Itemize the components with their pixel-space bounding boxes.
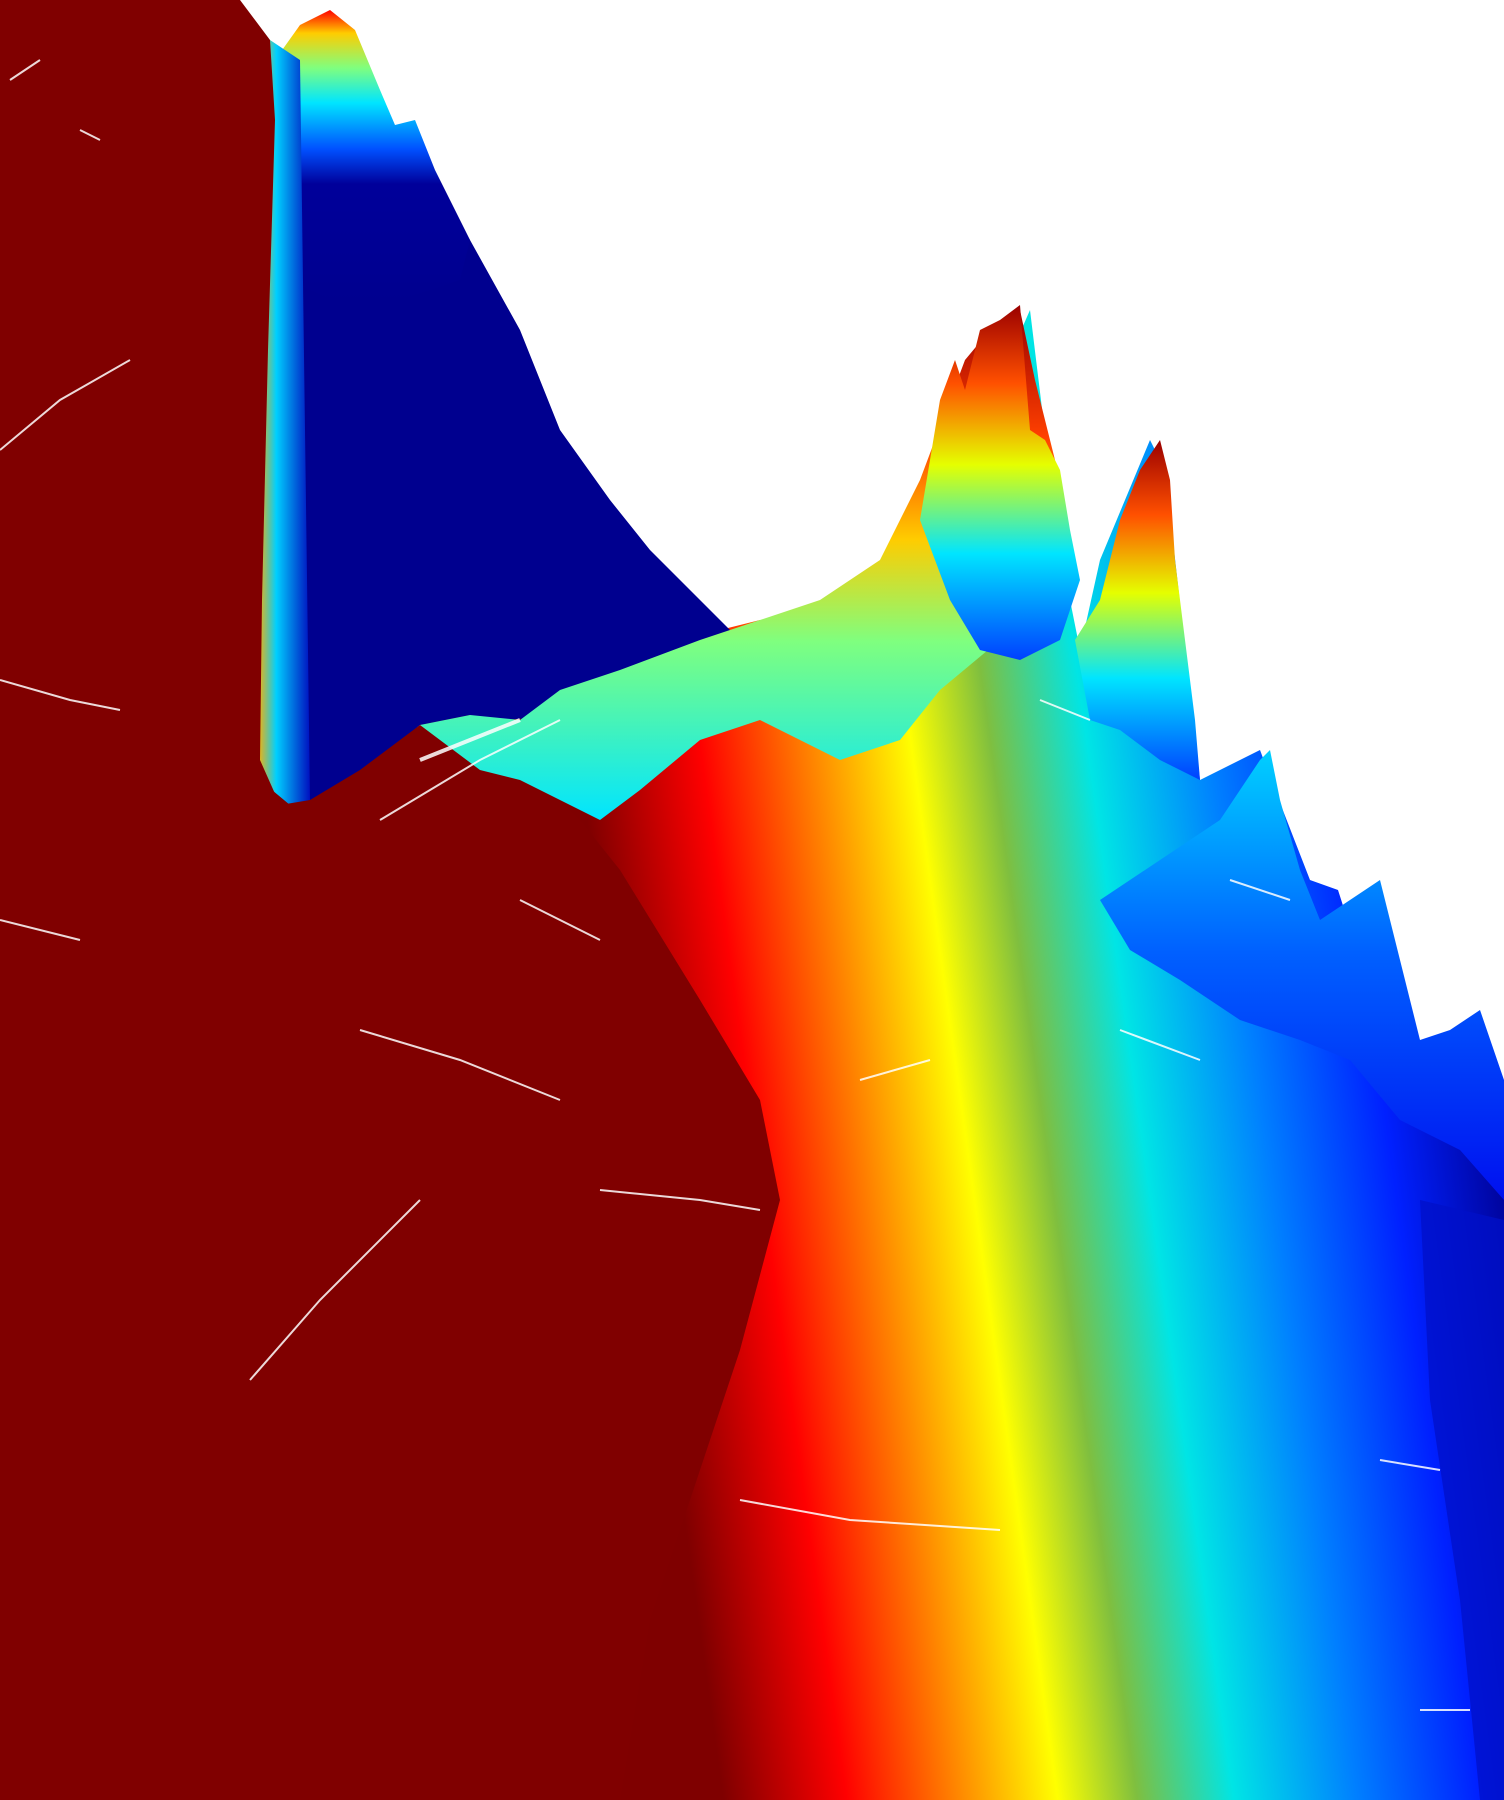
mid-ridge xyxy=(420,310,1055,820)
spike-1 xyxy=(920,305,1080,660)
left-plateau xyxy=(0,0,780,1800)
small-peaks xyxy=(1100,750,1504,1200)
deep-blue-edge xyxy=(1420,1200,1504,1800)
left-peak xyxy=(270,10,470,300)
spike-2 xyxy=(1075,440,1200,780)
mesh-lines xyxy=(0,59,1470,1711)
